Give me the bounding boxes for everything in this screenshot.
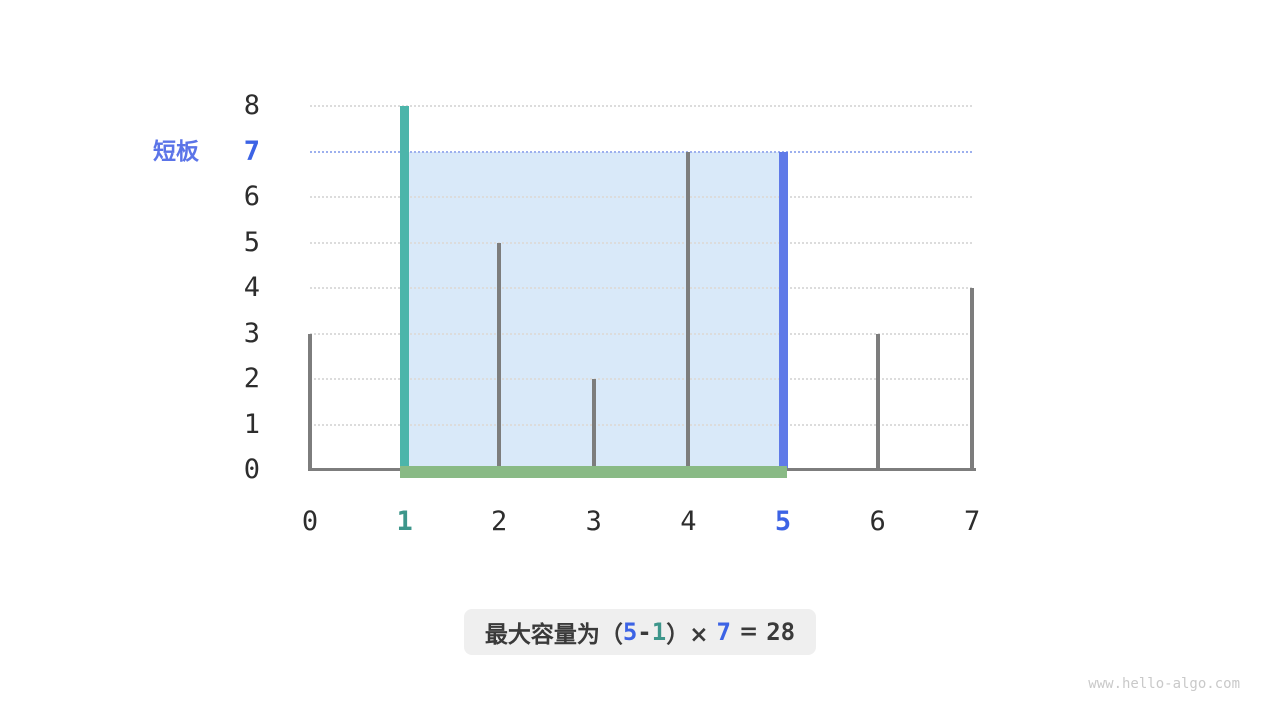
gridline [310,105,973,107]
y-tick-label: 1 [243,408,260,440]
x-tick-label: 0 [301,506,319,537]
y-tick-label: 3 [243,317,260,349]
pillar [591,379,596,470]
y-tick-label: 6 [243,181,260,212]
pillar [875,333,880,470]
pillar [970,288,975,470]
y-tick-label: 5 [243,226,260,258]
caption-part: - [637,618,652,646]
pillar [308,333,312,470]
caption-part: 5 [622,618,638,646]
caption-part: 最大容量为（ [484,622,623,648]
gridline [310,287,973,289]
y-tick-label: 7 [243,135,260,167]
right-pillar [778,151,788,470]
y-tick-label: 0 [243,454,260,485]
pillar [686,151,691,470]
watermark: www.hello-algo.com [1088,676,1240,692]
base-bar [400,466,788,478]
gridline [310,332,973,335]
x-tick-label: 5 [774,506,792,537]
caption-part: 28 [766,618,796,646]
caption-part: = [730,619,767,645]
gridline [310,423,973,426]
caption-part: 7 [716,618,731,646]
caption-box: 最大容量为（ 5-1 ）× 7 = 28 [464,609,816,655]
x-tick-label: 1 [396,506,413,537]
pillar [497,242,502,470]
left-pillar [400,106,410,470]
gridline [310,378,973,380]
y-tick-label: 8 [243,90,260,121]
x-tick-label: 7 [964,506,981,537]
gridline [310,196,973,198]
x-tick-label: 4 [680,506,697,537]
gridline [310,241,973,244]
x-tick-label: 6 [869,506,886,537]
x-tick-label: 3 [585,506,602,537]
caption-part: ）× [666,622,717,648]
caption-part: 1 [651,618,667,646]
short-board-label: 短板 [153,139,199,165]
x-tick-label: 2 [491,506,508,537]
y-tick-label: 4 [243,272,260,303]
water-level-line [310,150,973,153]
y-tick-label: 2 [243,363,260,394]
